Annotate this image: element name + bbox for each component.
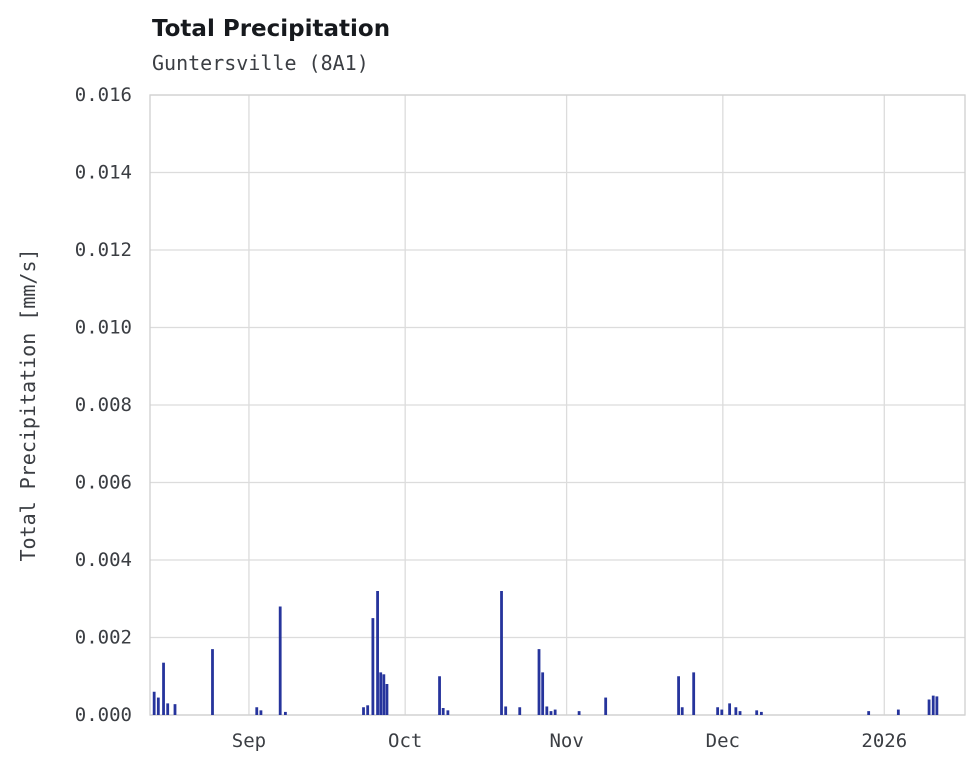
- precip-spike: [371, 618, 375, 715]
- precip-spike: [518, 707, 522, 715]
- precip-spike: [577, 711, 581, 715]
- y-tick-label: 0.014: [75, 162, 132, 184]
- y-tick-label: 0.000: [75, 704, 132, 726]
- precip-spike: [935, 696, 939, 715]
- y-tick-label: 0.010: [75, 317, 132, 339]
- plot-border: [149, 94, 966, 716]
- x-tick-label: Nov: [549, 730, 583, 752]
- precip-spike: [162, 662, 165, 715]
- precip-spike: [759, 711, 763, 715]
- precip-spike: [166, 703, 170, 715]
- precip-spike: [541, 672, 545, 715]
- precip-spike: [716, 707, 720, 715]
- precip-spike: [446, 710, 450, 715]
- precip-spike: [604, 697, 608, 715]
- precip-spike: [549, 711, 553, 715]
- y-tick-label: 0.016: [75, 84, 132, 106]
- precip-spike: [438, 676, 441, 715]
- x-tick-label: Sep: [232, 730, 266, 752]
- x-tick-label: Dec: [706, 730, 740, 752]
- precip-spike: [156, 697, 160, 715]
- precip-spike: [366, 705, 370, 715]
- precip-spike: [259, 710, 263, 715]
- x-tick-label: Oct: [388, 730, 422, 752]
- precip-spike: [755, 710, 759, 715]
- precip-spike: [362, 707, 365, 715]
- precip-spike: [173, 704, 177, 715]
- precip-spike: [379, 672, 383, 715]
- precip-spike: [441, 708, 445, 715]
- precip-spike: [376, 591, 379, 715]
- precip-spike: [283, 711, 287, 715]
- precip-spike: [537, 649, 541, 715]
- precip-spike: [255, 707, 259, 715]
- precip-spike: [931, 695, 935, 715]
- precip-spike: [278, 606, 282, 715]
- precip-spike: [728, 703, 732, 715]
- y-tick-label: 0.008: [75, 394, 132, 416]
- y-tick-label: 0.012: [75, 239, 132, 261]
- precip-spike: [500, 591, 503, 715]
- precip-spike: [545, 706, 549, 715]
- x-tick-label: 2026: [861, 730, 907, 752]
- precip-spike: [896, 709, 900, 715]
- y-tick-label: 0.002: [75, 627, 132, 649]
- precip-spike: [680, 707, 684, 715]
- precip-spike: [553, 709, 557, 715]
- y-tick-label: 0.006: [75, 472, 132, 494]
- precip-spike: [927, 699, 931, 715]
- precip-spike: [720, 709, 724, 715]
- chart-title: Total Precipitation: [152, 16, 391, 42]
- precip-spike: [382, 674, 386, 715]
- chart-subtitle: Guntersville (8A1): [152, 51, 369, 75]
- precip-spike: [152, 691, 156, 715]
- precip-spike: [738, 711, 742, 715]
- precip-spike: [211, 649, 214, 715]
- y-tick-label: 0.004: [75, 549, 132, 571]
- precip-spike: [734, 707, 738, 715]
- precip-spike: [504, 706, 508, 715]
- precip-spike: [692, 672, 696, 715]
- precip-spike: [677, 676, 680, 715]
- precip-spike: [385, 684, 389, 715]
- precip-spike: [867, 711, 871, 715]
